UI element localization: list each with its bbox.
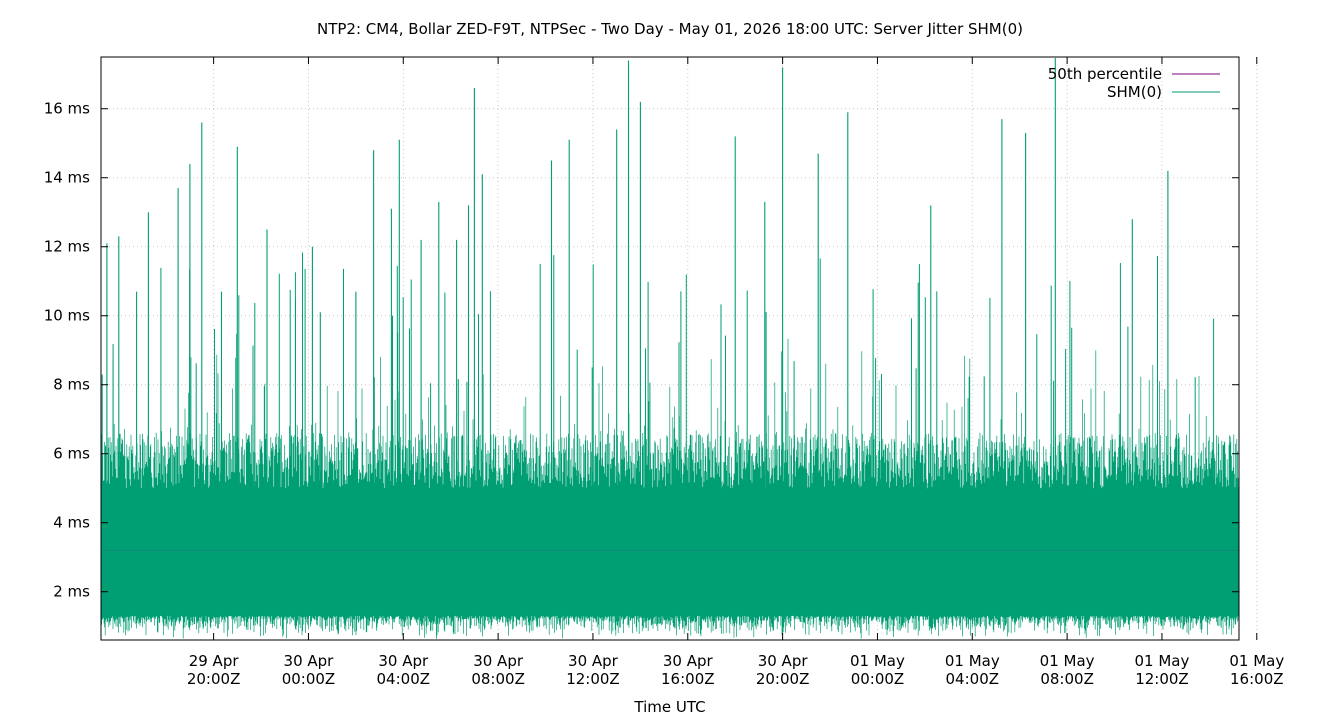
x-tick-label-time: 00:00Z	[282, 670, 336, 688]
x-tick-label-time: 16:00Z	[1230, 670, 1284, 688]
x-tick-label-date: 01 May	[945, 652, 1000, 670]
series-shm0-peaks	[101, 58, 1215, 489]
legend-label-shm0: SHM(0)	[1107, 83, 1162, 101]
x-tick-label-date: 29 Apr	[189, 652, 240, 670]
x-axis-label: Time UTC	[633, 698, 705, 716]
x-tick-label-time: 12:00Z	[1135, 670, 1189, 688]
x-tick-label-date: 01 May	[1229, 652, 1284, 670]
x-tick-label-time: 04:00Z	[377, 670, 431, 688]
x-tick-label-time: 08:00Z	[1040, 670, 1094, 688]
y-tick-label: 4 ms	[53, 514, 90, 532]
legend: 50th percentile SHM(0)	[1048, 65, 1220, 101]
x-tick-label-date: 30 Apr	[663, 652, 714, 670]
series-layer	[101, 58, 1239, 639]
x-tick-label-time: 08:00Z	[471, 670, 525, 688]
legend-label-50th-percentile: 50th percentile	[1048, 65, 1162, 83]
x-tick-label-date: 01 May	[1135, 652, 1190, 670]
y-tick-label: 16 ms	[44, 100, 90, 118]
x-tick-label-date: 30 Apr	[473, 652, 524, 670]
x-tick-label-time: 00:00Z	[851, 670, 905, 688]
y-tick-label: 8 ms	[53, 376, 90, 394]
y-tick-label: 14 ms	[44, 169, 90, 187]
chart-title: NTP2: CM4, Bollar ZED-F9T, NTPSec - Two …	[317, 20, 1023, 38]
x-tick-label-time: 12:00Z	[566, 670, 620, 688]
x-tick-label-date: 30 Apr	[758, 652, 809, 670]
series-shm0-line	[101, 338, 1239, 639]
x-tick-label-date: 30 Apr	[284, 652, 335, 670]
plot-border	[100, 56, 1240, 641]
y-tick-label: 2 ms	[53, 583, 90, 601]
y-tick-label: 6 ms	[53, 445, 90, 463]
x-tick-label-date: 01 May	[1040, 652, 1095, 670]
y-axis: 2 ms 4 ms 6 ms 8 ms 10 ms 12 ms 14 ms 16 ms	[44, 100, 1239, 601]
x-tick-label-date: 30 Apr	[378, 652, 429, 670]
y-tick-label: 10 ms	[44, 307, 90, 325]
x-tick-label-time: 20:00Z	[756, 670, 810, 688]
y-tick-label: 12 ms	[44, 238, 90, 256]
x-tick-label-time: 04:00Z	[946, 670, 1000, 688]
x-tick-label-time: 16:00Z	[661, 670, 715, 688]
x-tick-label-date: 01 May	[850, 652, 905, 670]
x-tick-label-date: 30 Apr	[568, 652, 619, 670]
x-tick-label-time: 20:00Z	[187, 670, 241, 688]
